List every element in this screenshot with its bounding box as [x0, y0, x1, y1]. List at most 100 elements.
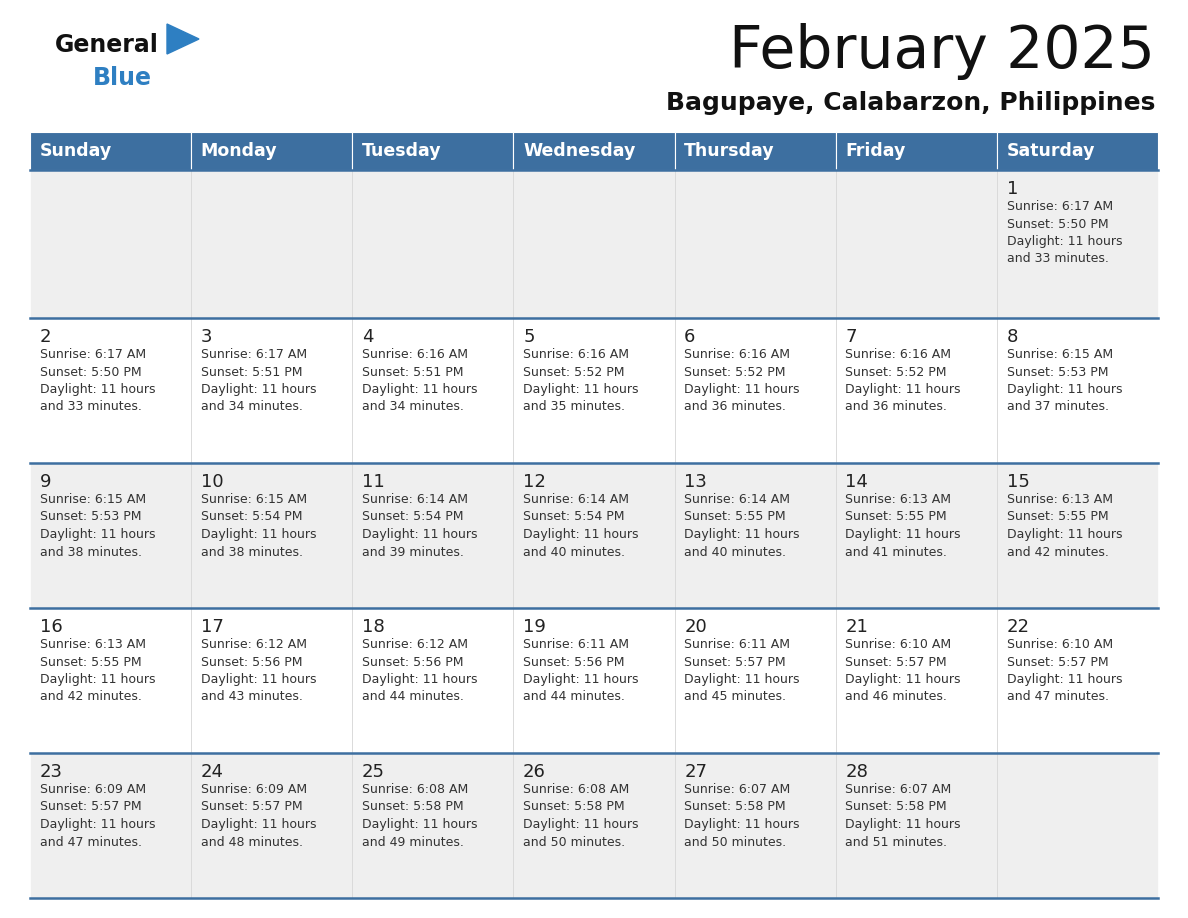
Text: Sunset: 5:57 PM: Sunset: 5:57 PM: [1006, 655, 1108, 668]
Bar: [675, 318, 835, 463]
Text: and 37 minutes.: and 37 minutes.: [1006, 400, 1108, 413]
Text: Sunset: 5:56 PM: Sunset: 5:56 PM: [201, 655, 302, 668]
Text: Sunset: 5:53 PM: Sunset: 5:53 PM: [39, 510, 141, 523]
Bar: [997, 318, 1158, 463]
Text: General: General: [55, 33, 159, 57]
Bar: [513, 318, 675, 463]
Bar: [513, 608, 675, 753]
Text: 8: 8: [1006, 328, 1018, 346]
Bar: [675, 170, 835, 318]
Bar: [353, 170, 513, 318]
Text: Sunrise: 6:07 AM: Sunrise: 6:07 AM: [846, 783, 952, 796]
Text: Sunset: 5:56 PM: Sunset: 5:56 PM: [523, 655, 625, 668]
Bar: [997, 753, 1158, 898]
Text: Sunrise: 6:11 AM: Sunrise: 6:11 AM: [523, 638, 630, 651]
Text: 17: 17: [201, 618, 223, 636]
Text: Daylight: 11 hours: Daylight: 11 hours: [201, 528, 316, 541]
Bar: [353, 132, 513, 170]
Text: Sunrise: 6:13 AM: Sunrise: 6:13 AM: [846, 493, 952, 506]
Text: Daylight: 11 hours: Daylight: 11 hours: [39, 528, 156, 541]
Text: Daylight: 11 hours: Daylight: 11 hours: [39, 673, 156, 686]
Text: Sunrise: 6:12 AM: Sunrise: 6:12 AM: [201, 638, 307, 651]
Text: Daylight: 11 hours: Daylight: 11 hours: [201, 818, 316, 831]
Bar: [353, 318, 513, 463]
Text: and 33 minutes.: and 33 minutes.: [39, 400, 141, 413]
Text: Sunrise: 6:14 AM: Sunrise: 6:14 AM: [362, 493, 468, 506]
Text: Daylight: 11 hours: Daylight: 11 hours: [846, 818, 961, 831]
Bar: [997, 132, 1158, 170]
Text: Saturday: Saturday: [1006, 142, 1095, 160]
Text: and 35 minutes.: and 35 minutes.: [523, 400, 625, 413]
Text: Daylight: 11 hours: Daylight: 11 hours: [362, 818, 478, 831]
Bar: [191, 132, 353, 170]
Bar: [30, 132, 191, 170]
Text: Sunset: 5:57 PM: Sunset: 5:57 PM: [684, 655, 786, 668]
Text: Daylight: 11 hours: Daylight: 11 hours: [1006, 528, 1121, 541]
Text: and 48 minutes.: and 48 minutes.: [201, 835, 303, 848]
Text: Sunset: 5:52 PM: Sunset: 5:52 PM: [684, 365, 785, 378]
Text: Daylight: 11 hours: Daylight: 11 hours: [1006, 383, 1121, 396]
Text: 13: 13: [684, 473, 707, 491]
Text: and 42 minutes.: and 42 minutes.: [39, 690, 141, 703]
Text: 9: 9: [39, 473, 51, 491]
Text: Sunrise: 6:11 AM: Sunrise: 6:11 AM: [684, 638, 790, 651]
Bar: [353, 753, 513, 898]
Text: 28: 28: [846, 763, 868, 781]
Text: Sunrise: 6:17 AM: Sunrise: 6:17 AM: [201, 348, 307, 361]
Bar: [353, 463, 513, 608]
Text: 18: 18: [362, 618, 385, 636]
Text: and 40 minutes.: and 40 minutes.: [523, 545, 625, 558]
Text: and 44 minutes.: and 44 minutes.: [523, 690, 625, 703]
Bar: [835, 170, 997, 318]
Text: Sunrise: 6:17 AM: Sunrise: 6:17 AM: [1006, 200, 1113, 213]
Text: Sunset: 5:55 PM: Sunset: 5:55 PM: [846, 510, 947, 523]
Text: Daylight: 11 hours: Daylight: 11 hours: [1006, 235, 1121, 248]
Text: 7: 7: [846, 328, 857, 346]
Text: and 42 minutes.: and 42 minutes.: [1006, 545, 1108, 558]
Text: Sunrise: 6:09 AM: Sunrise: 6:09 AM: [39, 783, 146, 796]
Text: Daylight: 11 hours: Daylight: 11 hours: [362, 528, 478, 541]
Text: 19: 19: [523, 618, 546, 636]
Text: Sunset: 5:51 PM: Sunset: 5:51 PM: [362, 365, 463, 378]
Bar: [353, 608, 513, 753]
Text: and 46 minutes.: and 46 minutes.: [846, 690, 947, 703]
Text: and 44 minutes.: and 44 minutes.: [362, 690, 463, 703]
Bar: [191, 318, 353, 463]
Text: 15: 15: [1006, 473, 1029, 491]
Text: Sunrise: 6:10 AM: Sunrise: 6:10 AM: [846, 638, 952, 651]
Text: Sunset: 5:58 PM: Sunset: 5:58 PM: [846, 800, 947, 813]
Text: Sunset: 5:53 PM: Sunset: 5:53 PM: [1006, 365, 1108, 378]
Bar: [191, 753, 353, 898]
Text: and 43 minutes.: and 43 minutes.: [201, 690, 303, 703]
Text: and 47 minutes.: and 47 minutes.: [1006, 690, 1108, 703]
Text: and 38 minutes.: and 38 minutes.: [201, 545, 303, 558]
Text: Daylight: 11 hours: Daylight: 11 hours: [362, 383, 478, 396]
Text: and 49 minutes.: and 49 minutes.: [362, 835, 463, 848]
Text: Tuesday: Tuesday: [362, 142, 442, 160]
Text: Daylight: 11 hours: Daylight: 11 hours: [684, 528, 800, 541]
Text: 4: 4: [362, 328, 373, 346]
Text: Sunset: 5:51 PM: Sunset: 5:51 PM: [201, 365, 302, 378]
Bar: [835, 132, 997, 170]
Text: Sunrise: 6:17 AM: Sunrise: 6:17 AM: [39, 348, 146, 361]
Text: Daylight: 11 hours: Daylight: 11 hours: [1006, 673, 1121, 686]
Text: and 39 minutes.: and 39 minutes.: [362, 545, 463, 558]
Text: Sunset: 5:58 PM: Sunset: 5:58 PM: [523, 800, 625, 813]
Bar: [513, 753, 675, 898]
Text: Sunrise: 6:15 AM: Sunrise: 6:15 AM: [201, 493, 307, 506]
Text: Sunset: 5:50 PM: Sunset: 5:50 PM: [1006, 218, 1108, 230]
Text: Sunrise: 6:16 AM: Sunrise: 6:16 AM: [846, 348, 952, 361]
Text: Sunrise: 6:16 AM: Sunrise: 6:16 AM: [684, 348, 790, 361]
Text: Daylight: 11 hours: Daylight: 11 hours: [523, 528, 639, 541]
Text: Sunset: 5:57 PM: Sunset: 5:57 PM: [39, 800, 141, 813]
Text: Monday: Monday: [201, 142, 278, 160]
Bar: [835, 753, 997, 898]
Text: and 47 minutes.: and 47 minutes.: [39, 835, 141, 848]
Text: Sunrise: 6:12 AM: Sunrise: 6:12 AM: [362, 638, 468, 651]
Text: 2: 2: [39, 328, 51, 346]
Text: Daylight: 11 hours: Daylight: 11 hours: [846, 673, 961, 686]
Text: 16: 16: [39, 618, 63, 636]
Text: Daylight: 11 hours: Daylight: 11 hours: [684, 673, 800, 686]
Text: and 50 minutes.: and 50 minutes.: [523, 835, 625, 848]
Text: Sunset: 5:50 PM: Sunset: 5:50 PM: [39, 365, 141, 378]
